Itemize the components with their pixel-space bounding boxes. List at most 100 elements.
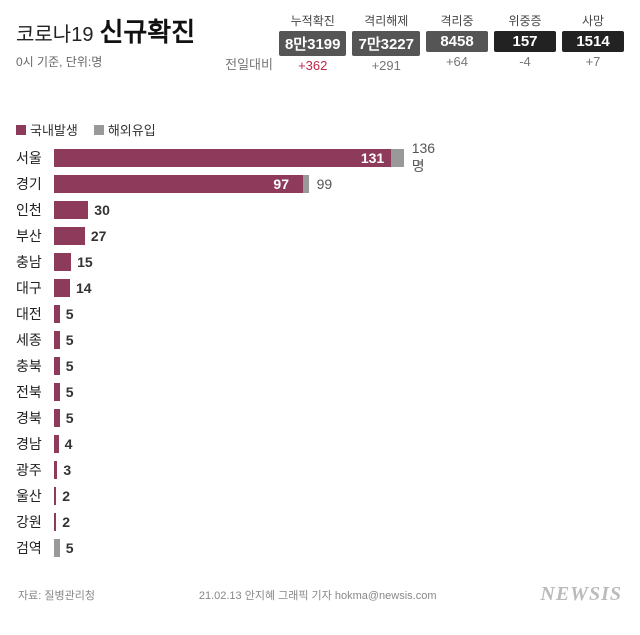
stat-delta: +362 — [298, 58, 327, 73]
region-name: 충남 — [16, 252, 54, 272]
stat-delta: +291 — [372, 58, 401, 73]
region-bar-domestic — [54, 435, 59, 453]
region-row: 검역 5 — [16, 535, 226, 561]
region-bar-wrap: 3 — [54, 461, 226, 479]
region-value: 97 — [273, 176, 289, 192]
source-text: 자료: 질병관리청 — [18, 587, 95, 603]
region-value: 30 — [94, 202, 110, 218]
region-name: 세종 — [16, 330, 54, 350]
region-bar-domestic — [54, 383, 60, 401]
region-row: 부산 27 — [16, 223, 226, 249]
stat-box: 격리중8458+64 — [426, 12, 488, 73]
region-bar-wrap: 2 — [54, 513, 226, 531]
stat-delta: +64 — [446, 54, 468, 69]
stat-value: 8만3199 — [279, 31, 347, 56]
stat-value: 8458 — [426, 31, 488, 52]
region-bar-wrap: 5 — [54, 305, 226, 323]
region-row: 경남4 — [16, 431, 226, 457]
region-name: 대구 — [16, 278, 54, 298]
stats-row: 전일대비누적확진8만3199+362격리해제7만3227+291격리중8458+… — [225, 12, 624, 73]
infographic-root: 코로나19 신규확진 0시 기준, 단위:명 전일대비누적확진8만3199+36… — [0, 0, 640, 618]
stat-label: 위중증 — [508, 12, 541, 29]
stat-value: 1514 — [562, 31, 624, 52]
region-bar-wrap: 5 — [54, 383, 226, 401]
region-row: 울산 2 — [16, 483, 226, 509]
region-bar-wrap: 2 — [54, 487, 226, 505]
region-column: 서울131136명경기9799인천30부산27충남15대구14대전5세종5충북5… — [16, 145, 226, 575]
region-bar-overseas — [303, 175, 308, 193]
region-value: 15 — [77, 254, 93, 270]
stat-box: 위중증 157 -4 — [494, 12, 556, 73]
region-name: 경북 — [16, 408, 54, 428]
stat-value: 157 — [494, 31, 556, 52]
region-bar-wrap: 5 — [54, 331, 226, 349]
region-value: 3 — [63, 462, 71, 478]
credit-text: 21.02.13 안지혜 그래픽 기자 hokma@newsis.com — [199, 587, 437, 603]
region-bar-wrap: 131136명 — [54, 149, 446, 167]
region-total: 99 — [317, 176, 333, 192]
main-area: 서울131136명경기9799인천30부산27충남15대구14대전5세종5충북5… — [16, 145, 624, 575]
region-value: 14 — [76, 280, 92, 296]
legend-row: 국내발생 해외유입 — [16, 120, 624, 139]
stat-box: 누적확진8만3199+362 — [279, 12, 347, 73]
legend-overseas: 해외유입 — [94, 120, 156, 139]
region-bar-wrap: 30 — [54, 201, 226, 219]
chart-column — [226, 145, 624, 575]
region-bar-domestic — [54, 149, 391, 167]
region-bar-wrap: 5 — [54, 409, 226, 427]
region-bar-domestic — [54, 409, 60, 427]
region-bar-domestic — [54, 461, 57, 479]
region-bar-domestic — [54, 305, 60, 323]
region-value: 5 — [66, 332, 74, 348]
region-bar-domestic — [54, 253, 71, 271]
region-bar-domestic — [54, 279, 70, 297]
region-bar-overseas — [391, 149, 404, 167]
region-bar-domestic — [54, 175, 303, 193]
legend-domestic: 국내발생 — [16, 120, 78, 139]
title-main: 신규확진 — [99, 12, 195, 49]
region-name: 울산 — [16, 486, 54, 506]
region-name: 서울 — [16, 148, 54, 168]
region-row: 인천30 — [16, 197, 226, 223]
title-prefix: 코로나19 — [16, 18, 93, 47]
region-bar-wrap: 4 — [54, 435, 226, 453]
region-row: 대전5 — [16, 301, 226, 327]
region-row: 서울131136명 — [16, 145, 446, 171]
region-row: 광주 3 — [16, 457, 226, 483]
region-bar-domestic — [54, 487, 56, 505]
region-bar-domestic — [54, 201, 88, 219]
region-bar-domestic — [54, 357, 60, 375]
newsis-logo: NEWSIS — [540, 583, 622, 606]
region-name: 경기 — [16, 174, 54, 194]
region-bar-wrap: 97 99 — [54, 175, 446, 193]
stat-label: 격리해제 — [364, 12, 408, 29]
footer: 자료: 질병관리청 21.02.13 안지혜 그래픽 기자 hokma@news… — [16, 583, 624, 606]
region-name: 강원 — [16, 512, 54, 532]
stat-box: 사망1514+7 — [562, 12, 624, 73]
region-bar-domestic — [54, 331, 60, 349]
region-value: 2 — [62, 488, 70, 504]
region-name: 광주 — [16, 460, 54, 480]
region-value: 4 — [65, 436, 73, 452]
region-bar-wrap: 27 — [54, 227, 226, 245]
region-value: 2 — [62, 514, 70, 530]
region-row: 강원 2 — [16, 509, 226, 535]
region-name: 부산 — [16, 226, 54, 246]
stat-delta: -4 — [519, 54, 531, 69]
stat-value: 7만3227 — [352, 31, 420, 56]
region-row: 충북5 — [16, 353, 226, 379]
region-value: 27 — [91, 228, 107, 244]
stat-delta: +7 — [586, 54, 601, 69]
legend-domestic-label: 국내발생 — [30, 120, 78, 139]
delta-label: 전일대비 — [225, 54, 273, 73]
region-row: 경기 97 99 — [16, 171, 446, 197]
trend-chart — [226, 195, 624, 575]
region-row: 대구 14 — [16, 275, 226, 301]
region-row: 충남 15 — [16, 249, 226, 275]
swatch-overseas — [94, 125, 104, 135]
swatch-domestic — [16, 125, 26, 135]
region-value: 5 — [66, 540, 74, 556]
region-name: 검역 — [16, 538, 54, 558]
region-bar-wrap: 5 — [54, 539, 226, 557]
stat-box: 격리해제 7만3227 +291 — [352, 12, 420, 73]
